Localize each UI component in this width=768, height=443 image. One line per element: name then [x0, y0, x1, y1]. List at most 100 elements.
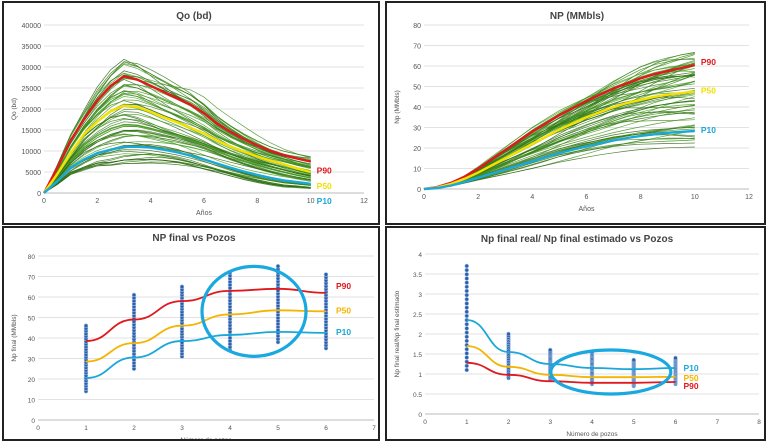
data-point — [464, 288, 469, 294]
y-tick-label: 50 — [413, 85, 421, 92]
data-point — [464, 276, 469, 281]
series-label-p10: P10 — [336, 327, 351, 337]
series-line-p50 — [423, 90, 695, 191]
data-point — [464, 351, 469, 356]
data-point — [631, 357, 636, 363]
simulation-line — [423, 146, 695, 190]
series-label-p50: P50 — [684, 373, 699, 383]
x-tick-label: 2 — [476, 194, 480, 201]
y-tick-label: 0 — [31, 418, 35, 425]
x-tick-label: 7 — [372, 425, 376, 432]
y-tick-label: 30 — [28, 357, 36, 364]
series-label-p50: P50 — [317, 181, 332, 191]
x-tick-label: 8 — [757, 419, 761, 426]
y-tick-label: 0 — [418, 412, 422, 419]
simulation-line — [43, 93, 311, 194]
y-tick-label: 50 — [28, 316, 36, 323]
data-point — [464, 297, 469, 302]
data-point — [464, 334, 469, 339]
y-tick-label: 30000 — [22, 65, 42, 72]
chart-panel-qo: Qo (bd) 0 5000 10000 15000 20000 25000 30000 350… — [2, 1, 380, 225]
data-point — [464, 292, 469, 298]
y-axis-label: Np final (MMbls) — [11, 314, 18, 361]
y-tick-label: 2.5 — [413, 312, 422, 319]
y-tick-label: 60 — [413, 64, 421, 71]
data-point — [464, 272, 469, 277]
x-tick-label: 2 — [95, 198, 99, 205]
chart-title: NP final vs Pozos — [152, 233, 236, 244]
y-tick-label: 20000 — [22, 107, 42, 114]
x-tick-label: 0 — [422, 194, 426, 201]
chart-panel-np: NP (MMbls) 0 10 20 30 40 50 60 70 80 0 2 4 6 8 10 12 Años… — [385, 1, 766, 225]
simulation-line — [43, 162, 311, 194]
x-tick-label: 4 — [530, 194, 534, 201]
data-point — [464, 301, 469, 306]
x-tick-label: 2 — [507, 419, 511, 426]
chart-title: NP (MMbls) — [550, 11, 604, 22]
y-tick-label: 25000 — [22, 86, 42, 93]
y-axis-label: Np (MMbls) — [394, 90, 401, 124]
simulation-line — [43, 125, 311, 194]
data-point — [673, 355, 678, 361]
y-tick-label: 2 — [418, 332, 422, 339]
y-tick-label: 1 — [418, 372, 422, 379]
y-tick-label: 20 — [413, 146, 421, 153]
x-tick-label: 6 — [324, 425, 328, 432]
data-point — [464, 326, 469, 331]
simulation-line — [423, 83, 695, 190]
data-point — [464, 263, 469, 269]
series-label-p90: P90 — [684, 381, 699, 391]
y-axis-label: Qo (bd) — [11, 98, 18, 120]
x-tick-label: 3 — [548, 419, 552, 426]
chart-svg: NP final vs Pozos 0 10 20 30 40 50 60 70 80 0 1 2 3 4 5… — [11, 233, 376, 439]
series-curve-p10 — [466, 319, 676, 371]
data-point — [464, 305, 469, 310]
data-point — [179, 284, 185, 289]
data-point — [323, 272, 329, 277]
x-tick-label: 3 — [180, 425, 184, 432]
y-tick-label: 10 — [413, 167, 421, 174]
x-tick-label: 7 — [715, 419, 719, 426]
y-tick-label: 40 — [413, 105, 421, 112]
y-tick-label: 15000 — [22, 128, 42, 135]
data-point — [464, 367, 469, 373]
data-point — [464, 309, 469, 314]
data-point — [464, 280, 469, 285]
series-label-p50: P50 — [336, 305, 351, 315]
chart-panel-np-final-vs-pozos: NP final vs Pozos 0 10 20 30 40 50 60 70 80 0 1 2 3 4 5… — [2, 226, 380, 441]
series-label-p50: P50 — [701, 86, 716, 96]
y-tick-label: 40000 — [22, 23, 42, 30]
x-tick-label: 6 — [585, 194, 589, 201]
highlight-ellipse — [200, 264, 308, 358]
series-curve-p50 — [85, 309, 327, 363]
series-line-p90 — [423, 63, 696, 191]
y-tick-label: 70 — [413, 44, 421, 51]
data-point — [275, 264, 281, 269]
x-tick-label: 0 — [423, 419, 427, 426]
data-point — [548, 347, 553, 353]
y-tick-label: 30 — [413, 126, 421, 133]
data-point — [464, 346, 469, 352]
y-tick-label: 80 — [413, 23, 421, 30]
x-tick-label: 10 — [307, 198, 315, 205]
x-tick-label: 8 — [255, 198, 259, 205]
simulation-line — [43, 135, 311, 194]
x-tick-label: 2 — [132, 425, 136, 432]
x-tick-label: 6 — [674, 419, 678, 426]
x-tick-label: 12 — [360, 198, 368, 205]
y-tick-label: 3.5 — [413, 272, 422, 279]
x-tick-label: 8 — [639, 194, 643, 201]
series-line-p10 — [423, 129, 695, 191]
series-label-p10: P10 — [701, 125, 716, 135]
y-axis-label: Np final real/Np final estimado — [394, 290, 401, 377]
simulation-line — [43, 135, 311, 194]
y-tick-label: 35000 — [22, 44, 42, 51]
x-axis-label: Número de pozos — [180, 437, 232, 439]
y-tick-label: 60 — [28, 295, 36, 302]
y-tick-label: 4 — [418, 252, 422, 259]
series-curve-p90 — [466, 361, 676, 384]
y-tick-label: 0 — [37, 191, 41, 198]
simulation-line — [43, 92, 311, 194]
simulation-line — [43, 161, 311, 194]
x-tick-label: 4 — [149, 198, 153, 205]
